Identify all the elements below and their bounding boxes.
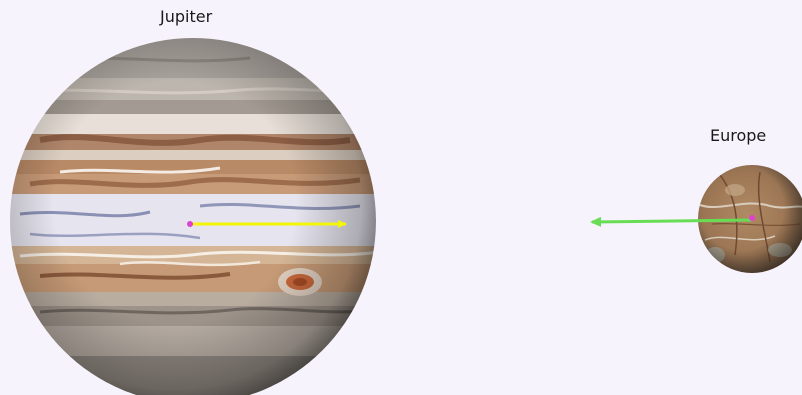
jupiter-planet xyxy=(10,38,376,395)
force-on-europe-arrow xyxy=(590,216,753,227)
europe-center-marker xyxy=(749,215,755,221)
jupiter-center-marker xyxy=(187,221,193,227)
europe-label: Europe xyxy=(710,126,767,145)
jupiter-label: Jupiter xyxy=(160,7,213,26)
